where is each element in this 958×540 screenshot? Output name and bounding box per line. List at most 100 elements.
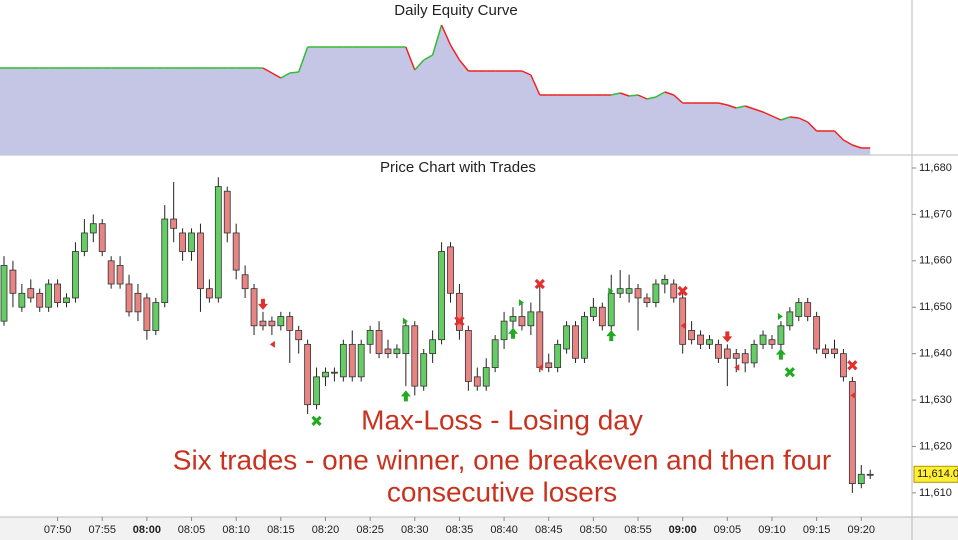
candle-body xyxy=(741,353,749,364)
equity-line xyxy=(664,91,674,96)
trade-marker xyxy=(608,287,614,295)
trade-marker xyxy=(257,298,268,310)
trade-marker xyxy=(850,391,856,399)
last-price-box xyxy=(913,465,958,483)
equity-title: Daily Equity Curve xyxy=(394,2,517,19)
candle-body xyxy=(688,330,696,341)
equity-line xyxy=(280,72,291,79)
x-tick-label: 08:20 xyxy=(312,524,340,536)
candle-body xyxy=(866,473,874,476)
equity-line xyxy=(629,94,639,97)
candle-body xyxy=(313,376,320,406)
candle-body xyxy=(72,251,79,299)
candle-body xyxy=(429,339,437,355)
candle-body xyxy=(518,316,526,327)
candle-body xyxy=(589,306,597,317)
candle-body xyxy=(295,330,303,341)
candle-body xyxy=(45,283,53,308)
x-tick-label: 08:25 xyxy=(356,524,384,536)
x-tick-label: 08:30 xyxy=(401,524,429,536)
x-tick-label: 08:15 xyxy=(267,524,295,536)
candle-body xyxy=(438,251,445,341)
candle-body xyxy=(840,353,847,378)
trade-exit xyxy=(454,316,465,327)
candle-body xyxy=(697,334,704,345)
candle-body xyxy=(616,288,624,294)
equity-line xyxy=(655,91,666,98)
trade-marker xyxy=(680,322,686,330)
y-tick-label: 11,650 xyxy=(919,301,952,313)
equity-line xyxy=(262,67,273,74)
candle-body xyxy=(18,292,26,308)
candle-body xyxy=(759,334,767,345)
trade-exit xyxy=(677,285,688,297)
candle-body xyxy=(80,232,88,252)
candle-body xyxy=(250,288,258,327)
candle-body xyxy=(214,186,222,299)
trade-marker xyxy=(518,299,524,307)
trade-marker xyxy=(734,364,740,372)
trade-marker xyxy=(269,340,275,348)
x-tick-label: 09:00 xyxy=(669,524,697,536)
trade-marker xyxy=(775,348,786,360)
candle-body xyxy=(464,330,472,382)
candle-body xyxy=(384,348,392,355)
equity-line xyxy=(780,116,791,121)
candle-body xyxy=(304,343,312,406)
candle-body xyxy=(27,288,35,299)
candle-body xyxy=(134,292,142,313)
x-tick-label: 08:10 xyxy=(222,524,250,536)
candle-body xyxy=(813,316,821,350)
candle-body xyxy=(607,292,615,327)
equity-line xyxy=(530,74,541,96)
y-tick-label: 11,620 xyxy=(919,440,952,452)
candle-body xyxy=(786,311,794,327)
equity-panel xyxy=(0,24,871,155)
candle-body xyxy=(322,371,329,378)
candle-body xyxy=(259,320,267,327)
x-tick-label: 09:05 xyxy=(714,524,742,536)
y-tick-label: 11,680 xyxy=(919,162,952,174)
y-tick-label: 11,640 xyxy=(919,348,952,360)
candle-body xyxy=(456,292,463,331)
candle-body xyxy=(411,325,419,387)
equity-line xyxy=(736,105,746,109)
equity-line xyxy=(458,59,469,72)
candle-body xyxy=(357,343,365,378)
trade-marker xyxy=(402,317,408,325)
equity-line xyxy=(843,139,853,146)
equity-line xyxy=(289,71,299,74)
x-tick-label: 09:15 xyxy=(803,524,831,536)
candle-body xyxy=(491,339,499,368)
equity-line xyxy=(852,144,862,149)
candle-body xyxy=(188,232,195,252)
x-tick-label: 07:55 xyxy=(88,524,116,536)
candle-body xyxy=(723,348,731,359)
candle-body xyxy=(152,302,160,331)
candle-body xyxy=(848,381,856,484)
x-tick-label: 08:35 xyxy=(446,524,474,536)
candle-body xyxy=(750,343,758,364)
candle-body xyxy=(348,343,356,378)
candle-body xyxy=(572,325,579,359)
trade-exit xyxy=(534,278,545,290)
price-title: Price Chart with Trades xyxy=(380,159,536,176)
equity-line xyxy=(619,92,630,97)
annotation: consecutive losers xyxy=(387,476,617,507)
equity-line xyxy=(431,24,443,56)
equity-line xyxy=(718,102,728,106)
x-tick-label: 08:05 xyxy=(178,524,206,536)
trade-marker xyxy=(537,364,543,372)
equity-line xyxy=(440,24,452,46)
candle-body xyxy=(831,348,838,355)
candle-body xyxy=(331,371,338,374)
trade-marker xyxy=(606,330,617,342)
x-tick-label: 07:50 xyxy=(44,524,72,536)
candle-body xyxy=(473,376,481,387)
y-tick-label: 11,670 xyxy=(919,208,952,220)
equity-line xyxy=(449,44,461,61)
equity-line xyxy=(414,59,425,71)
candle-body xyxy=(732,353,740,359)
candle-body xyxy=(277,316,285,327)
x-tick-label: 08:50 xyxy=(580,524,608,536)
